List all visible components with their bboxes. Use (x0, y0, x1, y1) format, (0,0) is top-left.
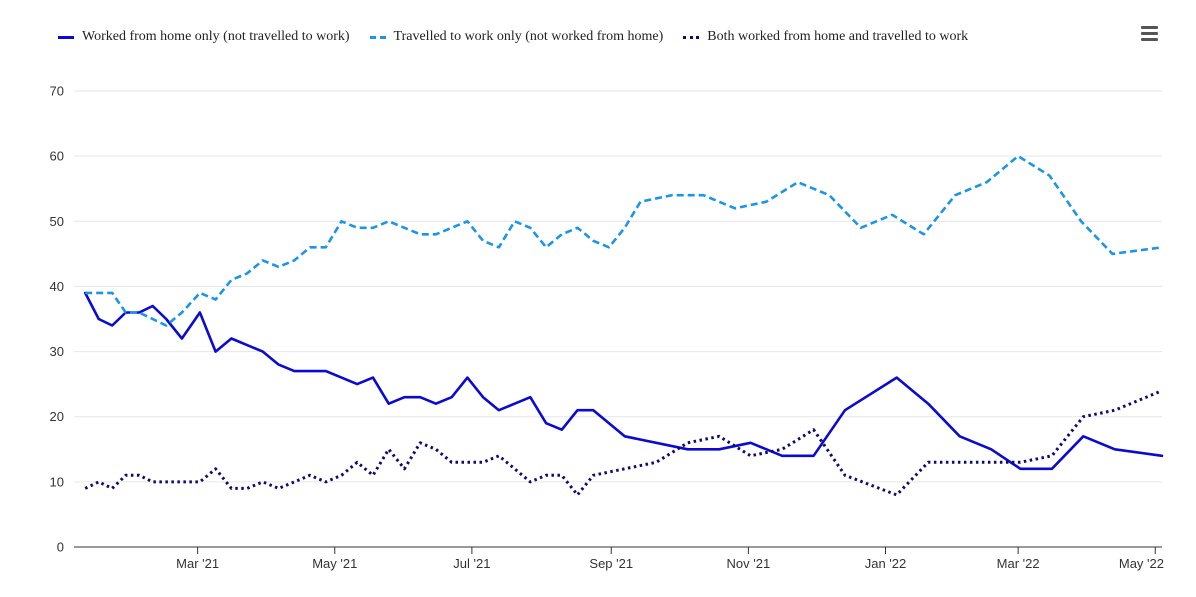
hamburger-menu-icon[interactable] (1136, 22, 1162, 44)
y-tick-label: 0 (57, 540, 64, 555)
menu-bar (1140, 37, 1158, 41)
legend-label: Both worked from home and travelled to w… (707, 29, 969, 44)
legend-label: Travelled to work only (not worked from … (393, 29, 664, 44)
y-tick-label: 10 (50, 474, 64, 489)
legend-label: Worked from home only (not travelled to … (82, 29, 350, 44)
x-tick-label: Nov '21 (727, 556, 771, 571)
legend-swatch-dotted (683, 35, 700, 39)
legend-item-worked-from-home[interactable]: Worked from home only (not travelled to … (58, 29, 350, 45)
y-tick-label: 30 (50, 344, 64, 359)
x-tick-label: May '21 (312, 556, 357, 571)
series-line-worked-from-home (83, 291, 1164, 471)
legend-item-travelled-to-work[interactable]: Travelled to work only (not worked from … (369, 29, 664, 45)
chart-legend: Worked from home only (not travelled to … (58, 27, 968, 47)
x-tick-label: May '22 (1119, 556, 1164, 571)
series-lines (83, 154, 1164, 497)
x-tick-label: Sep '21 (589, 556, 633, 571)
legend-swatch-dashed (369, 35, 386, 39)
legend-item-both[interactable]: Both worked from home and travelled to w… (683, 29, 968, 45)
series-line-travelled-to-work (85, 154, 1163, 327)
x-tick-label: Jul '21 (453, 556, 490, 571)
menu-bar (1140, 31, 1158, 35)
y-tick-label: 20 (50, 409, 64, 424)
x-tick-label: Mar '21 (176, 556, 219, 571)
y-tick-label: 40 (50, 279, 64, 294)
legend-swatch-solid (58, 35, 74, 39)
x-tick-label: Mar '22 (997, 556, 1040, 571)
grid-lines (74, 90, 1162, 483)
x-tick-label: Jan '22 (865, 556, 907, 571)
y-tick-label: 60 (50, 149, 64, 164)
menu-bar (1140, 25, 1158, 29)
axes: 0 10 20 30 40 50 60 70 Mar '21 May '21 Jul '21 Sep … (50, 84, 1164, 572)
y-tick-label: 50 (50, 214, 64, 229)
series-line-both (84, 389, 1163, 497)
y-tick-label: 70 (50, 84, 64, 99)
